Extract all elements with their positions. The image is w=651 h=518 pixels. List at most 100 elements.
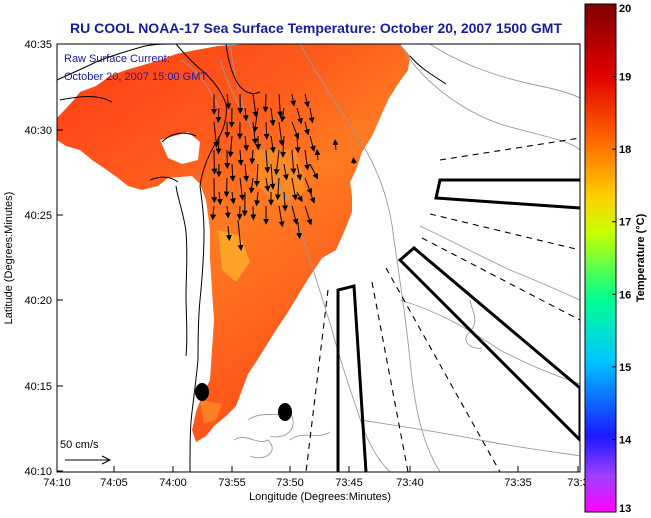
current-vector bbox=[263, 121, 270, 140]
current-vector bbox=[210, 205, 217, 221]
y-axis-ticks: 40:35 40:30 40:25 40:20 40:15 40:10 bbox=[24, 39, 63, 478]
current-vector bbox=[303, 121, 310, 136]
colorbar-tick-label: 20 bbox=[619, 3, 631, 15]
x-tick-label: 73:45 bbox=[335, 477, 363, 489]
current-vector bbox=[303, 93, 310, 108]
x-tick-label: 74:00 bbox=[159, 477, 187, 489]
current-vector bbox=[215, 107, 222, 123]
current-vector bbox=[269, 107, 276, 127]
current-vector bbox=[224, 205, 231, 219]
colorbar-tick-label: 13 bbox=[619, 503, 631, 515]
cool-patch bbox=[200, 400, 222, 424]
x-tick-label: 73:35 bbox=[504, 477, 532, 489]
current-vectors bbox=[210, 93, 357, 251]
current-vector bbox=[296, 163, 303, 181]
x-tick-label: 73:3 bbox=[567, 477, 588, 489]
y-tick-label: 40:20 bbox=[24, 295, 52, 307]
colorbar-tick-label: 14 bbox=[619, 434, 632, 446]
current-vector bbox=[296, 107, 303, 125]
colorbar-ticks: 20 19 18 17 16 15 14 13 bbox=[612, 3, 632, 515]
current-vector bbox=[269, 135, 276, 154]
current-vector bbox=[294, 135, 301, 154]
colorbar-tick-label: 18 bbox=[619, 144, 631, 156]
current-vector bbox=[314, 149, 321, 161]
plot-area bbox=[57, 44, 580, 472]
current-vector bbox=[273, 149, 280, 176]
land-cutout bbox=[160, 132, 200, 164]
current-vector bbox=[264, 177, 271, 192]
colorbar-tick-label: 16 bbox=[619, 289, 631, 301]
x-axis-label: Longitude (Degrees:Minutes) bbox=[249, 491, 391, 503]
current-vector bbox=[269, 163, 276, 190]
current-vector bbox=[249, 149, 256, 165]
current-vector bbox=[304, 205, 313, 226]
current-vector bbox=[332, 139, 339, 151]
y-tick-label: 40:30 bbox=[24, 125, 52, 137]
current-vector bbox=[309, 135, 316, 152]
cool-patch bbox=[218, 230, 250, 282]
scale-bar-label: 50 cm/s bbox=[60, 439, 99, 451]
current-vector bbox=[278, 121, 285, 147]
current-vector bbox=[254, 163, 260, 187]
current-vector bbox=[350, 157, 357, 165]
x-axis-ticks: 74:10 74:05 74:00 73:55 73:50 73:45 73:40 73:35… bbox=[43, 466, 589, 489]
colorbar-tick-label: 15 bbox=[619, 362, 631, 374]
radar-beams bbox=[336, 178, 580, 472]
x-tick-label: 73:40 bbox=[396, 477, 424, 489]
map-title: RU COOL NOAA-17 Sea Surface Temperature:… bbox=[70, 20, 562, 36]
current-vector bbox=[236, 205, 243, 221]
current-vector bbox=[225, 225, 232, 241]
colorbar-tick-label: 17 bbox=[619, 217, 631, 229]
current-vector bbox=[304, 177, 313, 195]
current-vector bbox=[262, 93, 269, 113]
current-vector bbox=[239, 177, 246, 201]
plot-frame bbox=[56, 43, 581, 473]
current-vector bbox=[215, 135, 222, 155]
x-tick-label: 73:55 bbox=[218, 477, 246, 489]
colorbar bbox=[584, 3, 617, 513]
current-vector bbox=[237, 219, 244, 251]
current-vector bbox=[304, 149, 310, 171]
current-vector bbox=[280, 135, 287, 158]
radial-dashed-lines bbox=[305, 137, 580, 472]
current-vector bbox=[274, 177, 281, 201]
current-vector bbox=[277, 93, 284, 118]
current-vector bbox=[237, 149, 244, 166]
current-vector bbox=[309, 191, 316, 204]
current-vector bbox=[264, 149, 271, 174]
scale-bar-arrow bbox=[65, 455, 112, 465]
current-vector bbox=[252, 93, 259, 118]
current-vector bbox=[279, 107, 286, 123]
current-vector bbox=[211, 149, 218, 175]
current-vector bbox=[281, 191, 288, 212]
current-vector bbox=[225, 93, 232, 110]
x-tick-label: 73:50 bbox=[276, 477, 304, 489]
colorbar-tick-label: 19 bbox=[619, 72, 631, 84]
station-marker bbox=[278, 403, 292, 421]
current-vector bbox=[291, 177, 298, 201]
x-tick-label: 74:10 bbox=[43, 477, 71, 489]
y-tick-label: 40:25 bbox=[24, 210, 52, 222]
annotation-line2: October 20, 2007 15:00 GMT bbox=[64, 71, 207, 83]
current-vector bbox=[290, 149, 297, 175]
current-vector bbox=[282, 163, 289, 181]
x-tick-label: 74:05 bbox=[100, 477, 128, 489]
current-vector bbox=[248, 177, 255, 194]
current-vector bbox=[254, 191, 261, 207]
current-vector bbox=[243, 163, 250, 182]
current-vector bbox=[308, 107, 315, 124]
current-vector bbox=[296, 221, 303, 239]
current-vector bbox=[216, 191, 223, 205]
current-vector bbox=[290, 93, 297, 107]
current-vector bbox=[252, 107, 259, 133]
annotation-line1: Raw Surface Current: bbox=[64, 53, 170, 65]
y-tick-label: 40:35 bbox=[24, 39, 52, 51]
station-marker bbox=[195, 383, 209, 401]
current-vector bbox=[223, 177, 230, 198]
current-vector bbox=[291, 121, 300, 140]
current-vector bbox=[309, 163, 318, 180]
current-vector bbox=[296, 191, 303, 203]
current-vector bbox=[278, 205, 285, 228]
